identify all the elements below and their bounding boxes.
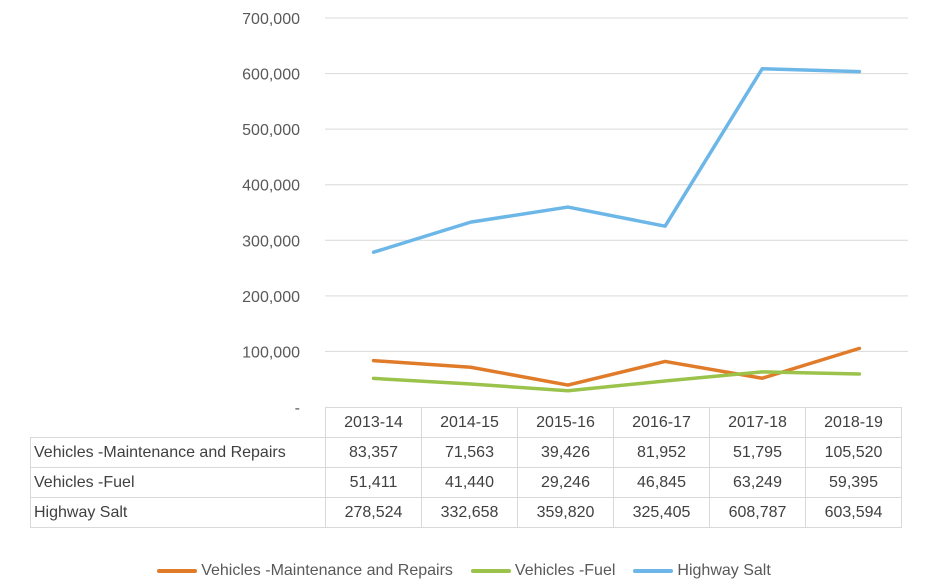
row-label: Vehicles -Maintenance and Repairs — [30, 437, 326, 468]
table-cell: 46,845 — [613, 467, 710, 498]
legend-swatch — [470, 569, 511, 573]
table-cell: 51,795 — [709, 437, 806, 468]
y-tick-label: 400,000 — [242, 178, 300, 195]
y-tick-label: 600,000 — [242, 67, 300, 84]
table-row: Vehicles -Maintenance and Repairs 83,357… — [30, 437, 902, 468]
table-cell: 81,952 — [613, 437, 710, 468]
row-label: Vehicles -Fuel — [30, 467, 326, 498]
table-header: 2018-19 — [805, 407, 902, 438]
y-tick-label: 500,000 — [242, 122, 300, 139]
legend-label: Vehicles -Maintenance and Repairs — [201, 562, 453, 579]
legend-item: Vehicles -Maintenance and Repairs — [157, 562, 453, 580]
y-tick-label: 200,000 — [242, 289, 300, 306]
table-cell: 71,563 — [421, 437, 518, 468]
table-corner — [30, 407, 326, 438]
table-cell: 63,249 — [709, 467, 806, 498]
table-cell: 41,440 — [421, 467, 518, 498]
legend-item: Highway Salt — [633, 562, 771, 580]
y-tick-label: 700,000 — [242, 11, 300, 28]
table-row: Highway Salt 278,524 332,658 359,820 325… — [30, 497, 902, 528]
data-table: 2013-14 2014-15 2015-16 2016-17 2017-18 … — [30, 407, 902, 528]
table-cell: 51,411 — [325, 467, 422, 498]
legend-label: Vehicles -Fuel — [514, 562, 616, 579]
table-header: 2016-17 — [613, 407, 710, 438]
legend-swatch — [157, 569, 198, 573]
table-cell: 359,820 — [517, 497, 614, 528]
series-line-1 — [371, 370, 862, 393]
table-cell: 603,594 — [805, 497, 902, 528]
table-header: 2015-16 — [517, 407, 614, 438]
table-header: 2014-15 — [421, 407, 518, 438]
series-line-0 — [371, 346, 862, 387]
table-cell: 278,524 — [325, 497, 422, 528]
y-tick-label: 300,000 — [242, 233, 300, 250]
table-cell: 608,787 — [709, 497, 806, 528]
table-cell: 29,246 — [517, 467, 614, 498]
legend-item: Vehicles -Fuel — [470, 562, 616, 580]
table-cell: 83,357 — [325, 437, 422, 468]
table-header-row: 2013-14 2014-15 2015-16 2016-17 2017-18 … — [30, 407, 902, 438]
legend: Vehicles -Maintenance and Repairs Vehicl… — [0, 562, 928, 580]
table-cell: 105,520 — [805, 437, 902, 468]
table-cell: 325,405 — [613, 497, 710, 528]
table-header: 2013-14 — [325, 407, 422, 438]
table-cell: 39,426 — [517, 437, 614, 468]
series-line-2 — [371, 66, 862, 254]
y-tick-label: 100,000 — [242, 344, 300, 361]
legend-label: Highway Salt — [677, 562, 771, 579]
legend-swatch — [633, 569, 674, 573]
row-label: Highway Salt — [30, 497, 326, 528]
table-cell: 59,395 — [805, 467, 902, 498]
table-row: Vehicles -Fuel 51,411 41,440 29,246 46,8… — [30, 467, 902, 498]
table-cell: 332,658 — [421, 497, 518, 528]
table-header: 2017-18 — [709, 407, 806, 438]
